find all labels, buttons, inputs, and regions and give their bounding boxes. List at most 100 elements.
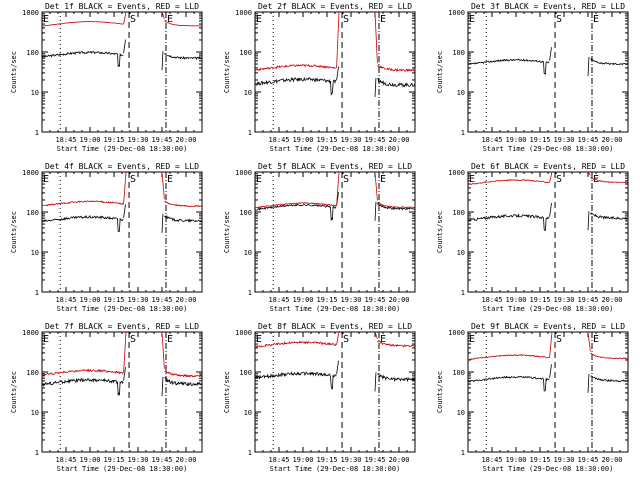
marker-label-s: S (130, 334, 136, 345)
marker-label-e2: E (167, 174, 173, 185)
y-tick-label: 10 (244, 409, 252, 417)
x-tick-label: 19:30 (340, 456, 361, 464)
events-series-line (41, 377, 124, 397)
x-tick-label: 19:15 (529, 456, 550, 464)
panel-title: Det 4f BLACK = Events, RED = LLD (45, 162, 199, 171)
lld-rise-line (336, 11, 340, 68)
panel-det-9: Det 9f BLACK = Events, RED = LLD 1 10 100 10… (436, 322, 629, 473)
x-tick-label: 20:00 (175, 456, 196, 464)
lld-rise-line (549, 331, 553, 358)
y-tick-label: 100 (452, 209, 465, 217)
marker-label-e1: E (43, 174, 49, 185)
x-tick-label: 19:15 (316, 136, 337, 144)
x-tick-label: 19:45 (577, 136, 598, 144)
lld-fall-line (374, 331, 378, 339)
panel-det-1: Det 1f BLACK = Events, RED = LLD 1 10 100 10… (10, 2, 203, 153)
y-tick-label: 10 (457, 89, 465, 97)
lld-series-line-after (164, 200, 202, 208)
lld-rise-line (123, 331, 127, 373)
events-series-line-after (377, 373, 415, 383)
lld-fall-line (587, 331, 591, 352)
events-rise-line (123, 367, 126, 381)
events-series-line-after (164, 377, 202, 387)
x-tick-label: 19:15 (529, 296, 550, 304)
marker-label-e1: E (43, 14, 49, 25)
x-tick-label: 19:45 (577, 456, 598, 464)
x-tick-label: 20:00 (601, 456, 622, 464)
x-tick-label: 18:45 (268, 456, 289, 464)
events-series-line (467, 58, 550, 75)
lld-rise-line (123, 171, 127, 204)
x-tick-label: 20:00 (601, 136, 622, 144)
lld-series-line (41, 21, 124, 27)
x-tick-label: 19:15 (316, 456, 337, 464)
x-tick-label: 19:00 (292, 456, 313, 464)
lld-series-line-after (590, 352, 628, 360)
x-tick-label: 19:30 (127, 296, 148, 304)
x-tick-label: 19:00 (505, 456, 526, 464)
y-axis-label: Counts/sec (223, 51, 231, 93)
y-tick-label: 10 (31, 409, 39, 417)
y-tick-label: 1 (248, 449, 252, 457)
lld-series-line (254, 63, 337, 72)
y-tick-label: 100 (239, 49, 252, 57)
x-tick-label: 20:00 (388, 136, 409, 144)
panel-title: Det 5f BLACK = Events, RED = LLD (258, 162, 412, 171)
y-tick-label: 100 (452, 49, 465, 57)
marker-label-e1: E (256, 14, 262, 25)
x-tick-label: 19:00 (292, 296, 313, 304)
y-tick-label: 1 (461, 289, 465, 297)
panel-det-3: Det 3f BLACK = Events, RED = LLD 1 10 100 10… (436, 2, 629, 153)
events-series-line (467, 375, 550, 392)
lld-rise-line (549, 171, 553, 183)
y-tick-label: 10 (244, 249, 252, 257)
x-axis-label: Start Time (29-Dec-08 18:30:00) (483, 145, 614, 153)
x-tick-label: 19:15 (316, 296, 337, 304)
x-tick-label: 19:45 (151, 296, 172, 304)
lld-series-line (41, 200, 124, 207)
x-tick-label: 18:45 (55, 296, 76, 304)
x-tick-label: 19:45 (364, 296, 385, 304)
y-tick-label: 1 (248, 289, 252, 297)
marker-label-s: S (343, 334, 349, 345)
panel-det-4: Det 4f BLACK = Events, RED = LLD 1 10 100 10… (10, 162, 203, 313)
lld-series-line (254, 202, 337, 209)
lld-series-line-after (164, 20, 202, 27)
lld-series-line-after (377, 202, 415, 209)
x-tick-label: 19:15 (103, 456, 124, 464)
events-series-line (254, 76, 337, 96)
events-series-line-after (377, 78, 415, 88)
y-tick-label: 1 (35, 129, 39, 137)
x-tick-label: 20:00 (388, 296, 409, 304)
marker-label-s: S (556, 174, 562, 185)
y-tick-label: 100 (239, 369, 252, 377)
y-tick-label: 10 (457, 409, 465, 417)
x-tick-label: 18:45 (481, 296, 502, 304)
events-fall-line (374, 201, 377, 221)
y-tick-label: 1000 (22, 169, 39, 177)
panel-title: Det 9f BLACK = Events, RED = LLD (471, 322, 625, 331)
x-tick-label: 18:45 (481, 456, 502, 464)
x-tick-label: 19:30 (553, 136, 574, 144)
events-rise-line (123, 39, 126, 54)
y-tick-label: 1000 (22, 329, 39, 337)
x-tick-label: 19:15 (529, 136, 550, 144)
x-axis-label: Start Time (29-Dec-08 18:30:00) (270, 465, 401, 473)
marker-label-e2: E (593, 334, 599, 345)
lld-rise-line (336, 171, 340, 206)
y-tick-label: 1 (461, 449, 465, 457)
y-tick-label: 10 (457, 249, 465, 257)
y-axis-label: Counts/sec (10, 371, 18, 413)
plot-frame (467, 11, 629, 133)
panel-title: Det 8f BLACK = Events, RED = LLD (258, 322, 412, 331)
panel-det-6: Det 6f BLACK = Events, RED = LLD 1 10 100 10… (436, 162, 629, 313)
y-tick-label: 1 (35, 449, 39, 457)
x-tick-label: 19:00 (79, 136, 100, 144)
plot-frame (467, 331, 629, 453)
panel-title: Det 6f BLACK = Events, RED = LLD (471, 162, 625, 171)
y-tick-label: 1000 (235, 169, 252, 177)
x-axis-label: Start Time (29-Dec-08 18:30:00) (57, 145, 188, 153)
events-rise-line (336, 360, 339, 375)
events-series-line (41, 214, 124, 232)
events-fall-line (161, 213, 164, 233)
